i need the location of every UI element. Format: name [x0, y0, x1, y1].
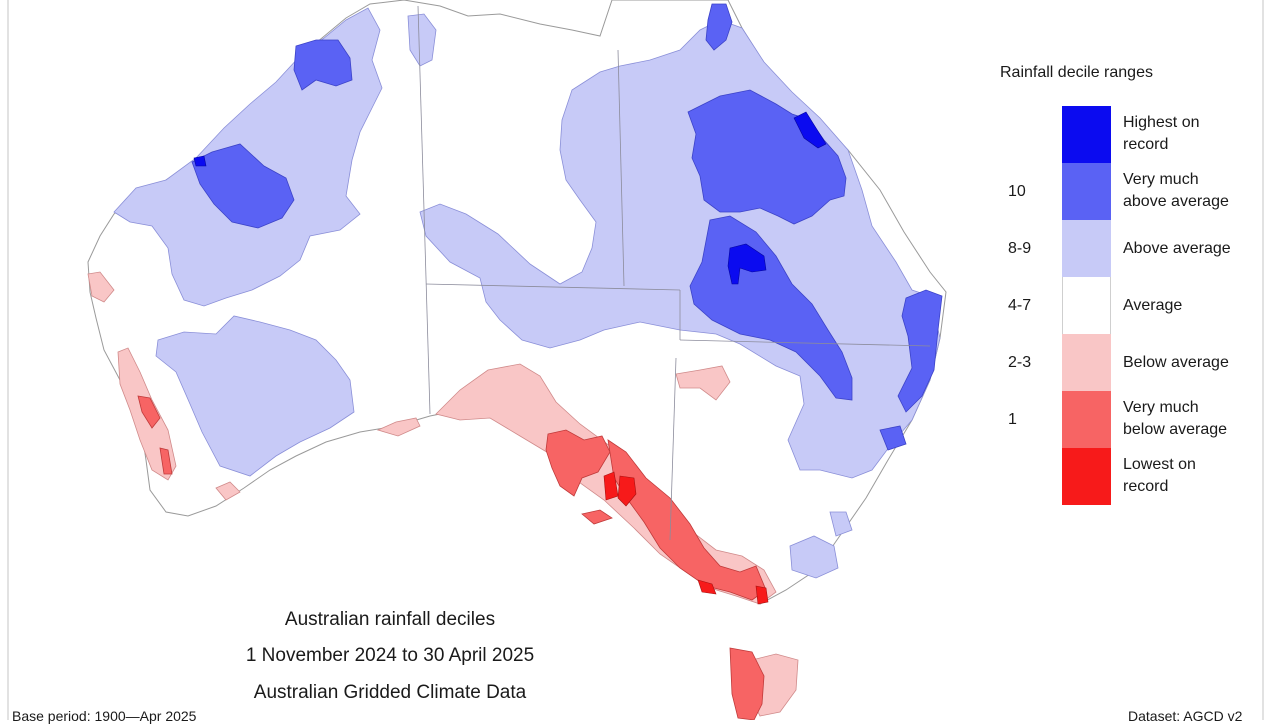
legend-decile: 4-7	[1008, 297, 1032, 314]
legend-row-above: 8-9 Above average	[0, 220, 1280, 277]
legend-label-line1: Average	[1123, 297, 1183, 314]
legend-label: Very much below average	[1123, 397, 1263, 441]
map-source: Australian Gridded Climate Data	[253, 682, 527, 703]
legend-label-line1: Very much	[1123, 171, 1199, 188]
kangaroo-island-very-much-below	[581, 509, 613, 525]
legend-label-line1: Below average	[1123, 354, 1229, 371]
nsw-coast-south-very-much-above	[879, 425, 907, 451]
nt-qld-border	[617, 49, 625, 287]
legend-decile: 10	[1008, 183, 1026, 200]
legend-swatch-above	[1062, 220, 1111, 277]
vic-inland-below-average	[675, 365, 731, 401]
legend-row-lowest: Lowest on record	[0, 448, 1280, 505]
left-frame-border	[7, 0, 9, 720]
legend-swatch-highest	[1062, 106, 1111, 163]
wa-nw-coast-below-average	[87, 271, 115, 303]
bight-coast-below-average	[376, 417, 421, 437]
legend-label: Above average	[1123, 238, 1263, 260]
tasmania-west-very-much-below	[729, 647, 765, 720]
legend-label-line2: above average	[1123, 193, 1229, 210]
sa-gulf-lowest	[617, 475, 637, 507]
legend-decile: 2-3	[1008, 354, 1032, 371]
kimberley-very-much-above	[293, 39, 353, 91]
eyre-peninsula-very-much-below	[545, 429, 611, 497]
legend-row-average: 4-7 Average	[0, 277, 1280, 334]
highest-on-record-regions	[193, 111, 827, 285]
wa-interior-above-average	[155, 315, 355, 477]
legend-title: Rainfall decile ranges	[1000, 64, 1153, 81]
legend-swatch-very-much-below	[1062, 391, 1111, 448]
map-title: Australian rainfall deciles	[284, 609, 496, 630]
legend-swatch-very-much-above	[1062, 163, 1111, 220]
pilbara-very-much-above	[191, 143, 295, 229]
legend-swatch-lowest	[1062, 448, 1111, 505]
legend-row-highest: Highest on record	[0, 106, 1280, 163]
central-west-qld-highest	[727, 243, 767, 285]
legend-label-line1: Highest on	[1123, 114, 1200, 131]
legend-row-very-much-above: 10 Very much above average	[0, 163, 1280, 220]
wa-sw-coast-2-very-much-below	[159, 447, 173, 475]
legend-decile: 1	[1008, 411, 1017, 428]
legend-row-below: 2-3 Below average	[0, 334, 1280, 391]
legend-label-line2: record	[1123, 478, 1169, 495]
legend-label-line2: below average	[1123, 421, 1228, 438]
lowest-on-record-regions	[603, 471, 769, 605]
nsw-coast-very-much-above	[897, 289, 943, 413]
legend-label-line1: Lowest on	[1123, 456, 1196, 473]
right-frame-border	[1262, 0, 1264, 720]
legend-label-line1: Above average	[1123, 240, 1231, 257]
legend-label: Average	[1123, 295, 1263, 317]
very-much-below-average-regions	[137, 395, 767, 720]
nsw-mid-above-average	[829, 511, 853, 537]
legend-label-line2: record	[1123, 136, 1169, 153]
legend-label-line1: Very much	[1123, 399, 1199, 416]
legend-label: Highest on record	[1123, 112, 1263, 156]
legend-label: Lowest on record	[1123, 454, 1263, 498]
legend-label: Below average	[1123, 352, 1263, 374]
nt-sa-border	[425, 283, 681, 291]
dataset-note: Dataset: AGCD v2	[1128, 708, 1243, 724]
nt-north-above-average	[407, 13, 437, 67]
legend-row-very-much-below: 1 Very much below average	[0, 391, 1280, 448]
wa-border	[417, 5, 431, 415]
sa-nsw-vic-border	[669, 357, 677, 541]
australia-rainfall-map	[87, 0, 947, 720]
nsw-south-above-average	[789, 535, 839, 579]
legend-swatch-below	[1062, 334, 1111, 391]
wa-south-below-average	[215, 481, 241, 501]
cape-york-very-much-above	[705, 3, 733, 51]
base-period-note: Base period: 1900—Apr 2025	[12, 708, 197, 724]
legend-swatch-average	[1062, 277, 1111, 334]
state-borders	[417, 5, 931, 541]
legend-decile: 8-9	[1008, 240, 1032, 257]
wa-sw-coast-very-much-below	[137, 395, 161, 429]
legend-label: Very much above average	[1123, 169, 1263, 213]
vic-west-lowest	[697, 579, 717, 595]
vic-coast-lowest	[755, 585, 769, 605]
pilbara-coast-highest	[193, 155, 207, 167]
map-period: 1 November 2024 to 30 April 2025	[245, 645, 535, 666]
nsw-qld-border	[679, 339, 931, 347]
townsville-coast-highest	[793, 111, 827, 149]
